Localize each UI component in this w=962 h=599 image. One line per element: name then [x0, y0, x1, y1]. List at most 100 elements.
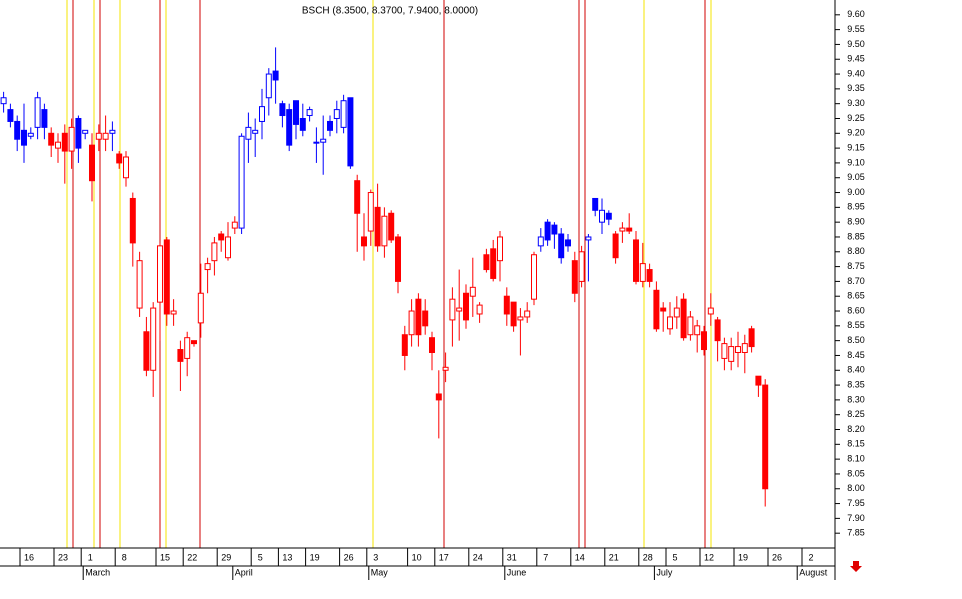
- candle-body: [333, 109, 340, 119]
- y-tick-label: 8.30: [847, 394, 865, 404]
- candle-body: [619, 227, 626, 232]
- x-tick-label: 24: [473, 552, 483, 562]
- candle-body: [728, 346, 735, 362]
- candle-body: [231, 221, 238, 229]
- candle-body: [497, 236, 503, 262]
- candle-body: [531, 254, 537, 300]
- candle-body: [435, 393, 442, 401]
- y-tick-label: 9.60: [847, 9, 865, 19]
- candle-body: [7, 109, 14, 122]
- chart-title: BSCH (8.3500, 8.3700, 7.9400, 8.0000): [302, 6, 478, 17]
- candle-body: [401, 334, 408, 356]
- candle-body: [585, 236, 592, 241]
- y-tick-label: 7.95: [847, 498, 865, 508]
- candle-body: [476, 304, 483, 315]
- candle-body: [714, 319, 721, 342]
- candle-body: [61, 132, 68, 152]
- y-tick-label: 9.40: [847, 68, 865, 78]
- candle-body: [265, 73, 272, 99]
- candle-body: [748, 328, 755, 348]
- candle-body: [0, 97, 7, 105]
- y-tick-label: 8.80: [847, 246, 865, 256]
- candle-body: [667, 316, 673, 330]
- candle-body: [565, 239, 571, 247]
- candle-body: [197, 292, 204, 324]
- y-tick-label: 9.20: [847, 128, 865, 138]
- y-tick-label: 9.55: [847, 24, 865, 34]
- candle-body: [327, 120, 333, 131]
- candle-body: [463, 292, 469, 321]
- candle-body: [381, 215, 388, 247]
- y-tick-label: 8.20: [847, 424, 865, 434]
- candle-body: [687, 316, 694, 336]
- candle-body: [639, 263, 646, 282]
- event-lines: [66, 0, 712, 548]
- candle-body: [34, 97, 41, 128]
- x-tick-label: 10: [412, 552, 422, 562]
- candle-body: [123, 156, 129, 179]
- y-tick-label: 8.25: [847, 409, 865, 419]
- candle-body: [102, 132, 109, 140]
- candle-body: [633, 239, 639, 282]
- candle-body: [55, 141, 61, 149]
- y-tick-label: 8.65: [847, 291, 865, 301]
- candle-body: [571, 260, 578, 294]
- candle-body: [374, 206, 381, 247]
- y-tick-label: 8.15: [847, 439, 865, 449]
- candle-body: [116, 153, 123, 164]
- y-tick-label: 9.10: [847, 157, 865, 167]
- candle-body: [456, 307, 463, 312]
- candle-body: [177, 349, 184, 362]
- x-tick-label: 16: [24, 552, 34, 562]
- y-tick-label: 7.85: [847, 528, 865, 538]
- candle-body: [184, 337, 191, 359]
- candle-body: [429, 337, 435, 353]
- y-tick-label: 8.05: [847, 468, 865, 478]
- candle-body: [694, 325, 701, 336]
- candle-body: [503, 295, 510, 315]
- candle-body: [442, 366, 449, 371]
- candle-body: [354, 180, 361, 214]
- x-tick-label: 19: [738, 552, 748, 562]
- candle-body: [469, 286, 476, 297]
- candle-body: [707, 307, 714, 315]
- candle-body: [279, 103, 286, 117]
- x-tick-label: 15: [160, 552, 170, 562]
- x-tick-label: 2: [808, 552, 813, 562]
- candle-body: [755, 375, 762, 386]
- scroll-arrow-icon[interactable]: [850, 561, 862, 572]
- x-tick-label: 21: [609, 552, 619, 562]
- candle-body: [252, 129, 259, 134]
- candle-body: [150, 307, 157, 371]
- x-tick-label: 26: [772, 552, 782, 562]
- y-tick-label: 8.95: [847, 202, 865, 212]
- candle-body: [388, 212, 395, 241]
- month-label: June: [507, 567, 527, 577]
- candle-body: [320, 138, 327, 143]
- candle-body: [347, 97, 354, 167]
- candle-body: [238, 135, 245, 229]
- candle-body: [218, 233, 225, 241]
- x-tick-label: 22: [187, 552, 197, 562]
- candle-body: [109, 129, 116, 134]
- candle-body: [626, 227, 633, 232]
- month-label: August: [799, 567, 828, 577]
- candle-body: [367, 192, 374, 232]
- x-tick-label: 19: [310, 552, 320, 562]
- candle-body: [735, 346, 741, 353]
- x-tick-label: 26: [344, 552, 354, 562]
- candle-body: [544, 221, 551, 241]
- candle-body: [14, 120, 21, 140]
- candle-body: [95, 132, 102, 140]
- x-tick-label: 8: [122, 552, 127, 562]
- candle-body: [41, 109, 48, 128]
- candle-body: [578, 251, 585, 282]
- candle-body: [136, 260, 143, 309]
- y-tick-label: 9.35: [847, 83, 865, 93]
- y-tick-label: 7.90: [847, 513, 865, 523]
- y-tick-label: 8.50: [847, 335, 865, 345]
- x-tick-label: 31: [507, 552, 517, 562]
- candle-body: [612, 233, 619, 259]
- candle-body: [605, 212, 612, 220]
